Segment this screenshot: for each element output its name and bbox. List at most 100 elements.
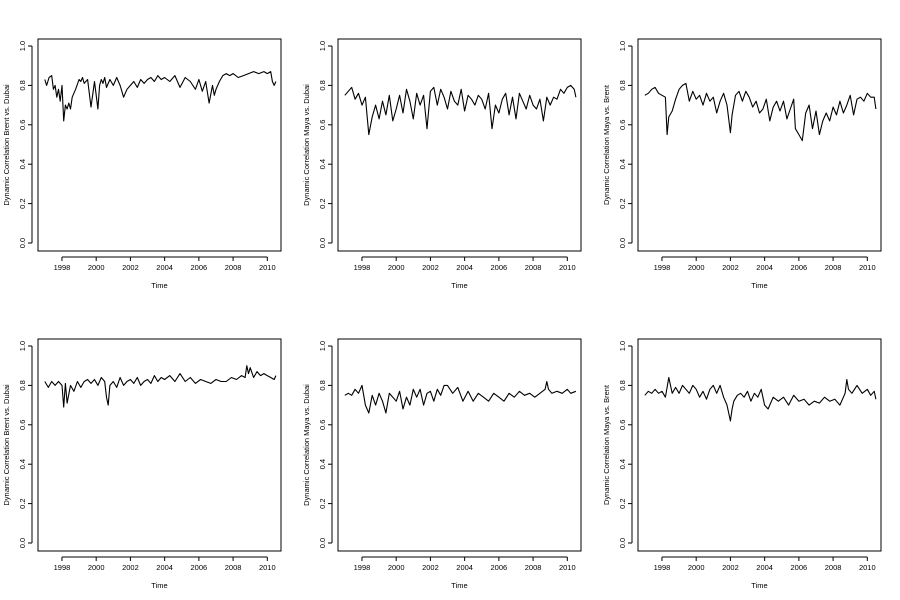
y-tick-label: 0.8 bbox=[618, 80, 627, 90]
chart-panel-3: 0.0 0.2 0.4 0.6 0.8 1.0 1998 2000 2002 2004 2006 20… bbox=[602, 38, 882, 290]
series-line bbox=[344, 84, 577, 136]
y-tick-label: 0.2 bbox=[618, 498, 627, 508]
y-tick-label: 0.0 bbox=[318, 238, 327, 248]
x-tick-label: 2008 bbox=[225, 263, 242, 272]
series-line bbox=[344, 380, 577, 414]
y-tick-label: 0.2 bbox=[318, 198, 327, 208]
y-tick-label: 0.4 bbox=[18, 159, 27, 169]
x-tick-label: 2004 bbox=[456, 263, 473, 272]
x-tick-label: 1998 bbox=[654, 563, 671, 572]
x-tick-label: 2008 bbox=[525, 563, 542, 572]
x-tick-label: 2010 bbox=[859, 263, 876, 272]
series-line bbox=[644, 376, 877, 422]
x-tick-label: 2000 bbox=[388, 563, 405, 572]
x-tick-label: 2006 bbox=[491, 563, 508, 572]
x-tick-label: 2004 bbox=[156, 263, 173, 272]
x-tick-label: 2010 bbox=[859, 563, 876, 572]
y-tick-label: 0.6 bbox=[618, 120, 627, 130]
x-tick-label: 2000 bbox=[388, 263, 405, 272]
series-line bbox=[644, 82, 877, 142]
chart-panel-6: 0.0 0.2 0.4 0.6 0.8 1.0 1998 2000 2002 2004 2006 20… bbox=[602, 338, 882, 590]
x-tick-label: 2002 bbox=[422, 563, 439, 572]
x-tick-label: 2006 bbox=[791, 563, 808, 572]
y-tick-label: 0.8 bbox=[618, 380, 627, 390]
y-tick-label: 0.2 bbox=[318, 498, 327, 508]
y-axis-label: Dynamic Correlation Maya vs. Dubai bbox=[302, 384, 311, 506]
chart-panel-2: 0.0 0.2 0.4 0.6 0.8 1.0 1998 2000 2002 2004 2006 20… bbox=[302, 38, 582, 290]
x-tick-label: 2004 bbox=[756, 563, 773, 572]
x-tick-label: 1998 bbox=[54, 563, 71, 572]
x-tick-label: 2004 bbox=[156, 563, 173, 572]
y-tick-label: 1.0 bbox=[318, 41, 327, 51]
series-line bbox=[44, 71, 277, 122]
x-tick-label: 2002 bbox=[422, 263, 439, 272]
plot-frame bbox=[337, 338, 582, 552]
y-tick-label: 0.8 bbox=[18, 80, 27, 90]
plot-frame bbox=[337, 38, 582, 252]
y-tick-label: 0.0 bbox=[18, 538, 27, 548]
y-tick-label: 0.8 bbox=[18, 380, 27, 390]
y-tick-label: 0.4 bbox=[618, 459, 627, 469]
y-tick-label: 0.2 bbox=[18, 198, 27, 208]
chart-panel-4: 0.0 0.2 0.4 0.6 0.8 1.0 1998 2000 2002 2004 2006 20… bbox=[2, 338, 282, 590]
y-tick-label: 0.4 bbox=[318, 159, 327, 169]
x-tick-label: 2008 bbox=[825, 563, 842, 572]
x-tick-label: 2002 bbox=[722, 563, 739, 572]
series-line bbox=[44, 365, 277, 408]
x-tick-label: 2006 bbox=[191, 563, 208, 572]
y-tick-label: 0.6 bbox=[318, 420, 327, 430]
x-tick-label: 1998 bbox=[354, 563, 371, 572]
x-tick-label: 2002 bbox=[122, 263, 139, 272]
plot-frame bbox=[637, 338, 882, 552]
y-tick-label: 1.0 bbox=[618, 41, 627, 51]
y-tick-label: 0.0 bbox=[18, 238, 27, 248]
chart-panel-1: 0.0 0.2 0.4 0.6 0.8 1.0 1998 2000 2002 2004 2006 20… bbox=[2, 38, 282, 290]
y-axis-label: Dynamic Correlation Brent vs. Dubai bbox=[2, 384, 11, 506]
y-tick-label: 0.0 bbox=[618, 538, 627, 548]
x-tick-label: 1998 bbox=[354, 263, 371, 272]
y-axis-label: Dynamic Correlation Maya vs. Brent bbox=[602, 84, 611, 205]
y-axis-label: Dynamic Correlation Maya vs. Dubai bbox=[302, 84, 311, 206]
x-tick-label: 2000 bbox=[688, 563, 705, 572]
y-tick-label: 1.0 bbox=[318, 341, 327, 351]
plot-frame bbox=[37, 338, 282, 552]
x-axis-label: Time bbox=[151, 281, 167, 290]
x-tick-label: 1998 bbox=[54, 263, 71, 272]
x-tick-label: 2000 bbox=[88, 263, 105, 272]
x-tick-label: 2008 bbox=[825, 263, 842, 272]
x-axis-label: Time bbox=[451, 281, 467, 290]
y-tick-label: 0.8 bbox=[318, 80, 327, 90]
x-tick-label: 2002 bbox=[722, 263, 739, 272]
x-tick-label: 2008 bbox=[225, 563, 242, 572]
y-tick-label: 0.2 bbox=[618, 198, 627, 208]
y-tick-label: 0.6 bbox=[318, 120, 327, 130]
y-tick-label: 0.2 bbox=[18, 498, 27, 508]
y-tick-label: 0.0 bbox=[318, 538, 327, 548]
x-axis-label: Time bbox=[451, 581, 467, 590]
y-tick-label: 1.0 bbox=[18, 41, 27, 51]
x-axis-label: Time bbox=[751, 581, 767, 590]
y-tick-label: 0.6 bbox=[618, 420, 627, 430]
x-tick-label: 2004 bbox=[756, 263, 773, 272]
x-tick-label: 2010 bbox=[559, 263, 576, 272]
plot-frame bbox=[637, 38, 882, 252]
y-tick-label: 0.4 bbox=[618, 159, 627, 169]
y-tick-label: 0.4 bbox=[318, 459, 327, 469]
chart-panel-5: 0.0 0.2 0.4 0.6 0.8 1.0 1998 2000 2002 2004 2006 20… bbox=[302, 338, 582, 590]
x-tick-label: 2006 bbox=[791, 263, 808, 272]
x-tick-label: 2000 bbox=[88, 563, 105, 572]
y-tick-label: 0.6 bbox=[18, 120, 27, 130]
y-tick-label: 0.4 bbox=[18, 459, 27, 469]
x-tick-label: 2002 bbox=[122, 563, 139, 572]
y-axis-label: Dynamic Correlation Maya vs. Brent bbox=[602, 384, 611, 505]
y-axis-label: Dynamic Correlation Brent vs. Dubai bbox=[2, 84, 11, 206]
x-tick-label: 1998 bbox=[654, 263, 671, 272]
x-tick-label: 2010 bbox=[259, 563, 276, 572]
x-tick-label: 2000 bbox=[688, 263, 705, 272]
y-tick-label: 0.6 bbox=[18, 420, 27, 430]
y-tick-label: 0.8 bbox=[318, 380, 327, 390]
x-axis-label: Time bbox=[151, 581, 167, 590]
y-tick-label: 0.0 bbox=[618, 238, 627, 248]
x-tick-label: 2004 bbox=[456, 563, 473, 572]
